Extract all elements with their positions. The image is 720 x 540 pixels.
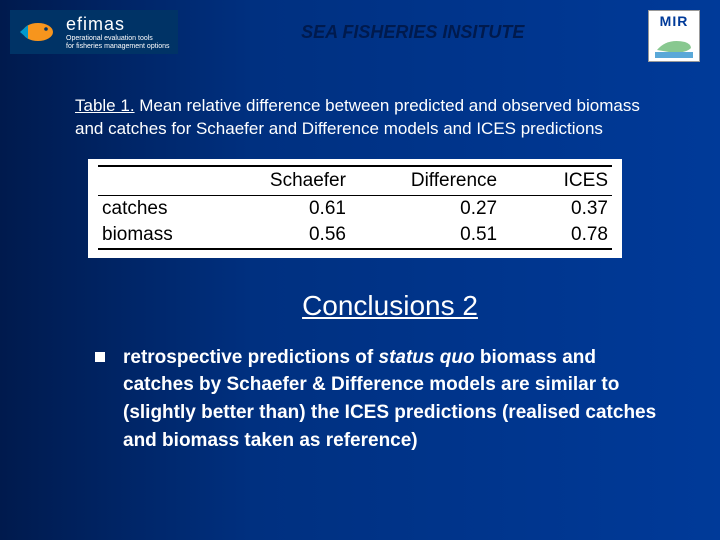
row-label: biomass — [98, 222, 209, 249]
cell: 0.27 — [350, 195, 501, 222]
cell: 0.61 — [209, 195, 350, 222]
efimas-logo: efimas Operational evaluation tools for … — [10, 10, 178, 54]
mir-label: MIR — [649, 11, 699, 29]
cell: 0.37 — [501, 195, 612, 222]
page-title: SEA FISHERIES INSITUTE — [178, 10, 649, 43]
header: efimas Operational evaluation tools for … — [0, 0, 720, 65]
bullet-item: retrospective predictions of status quo … — [0, 344, 720, 454]
data-table-wrap: Schaefer Difference ICES catches 0.61 0.… — [88, 159, 622, 258]
efimas-title: efimas — [66, 14, 170, 35]
caption-text: Mean relative difference between predict… — [75, 96, 640, 138]
mir-logo: MIR — [648, 10, 700, 62]
conclusions-heading: Conclusions 2 — [60, 290, 720, 322]
row-label: catches — [98, 195, 209, 222]
cell: 0.51 — [350, 222, 501, 249]
bullet-text: retrospective predictions of status quo … — [123, 344, 670, 454]
table-row: biomass 0.56 0.51 0.78 — [98, 222, 612, 249]
col-header: Difference — [350, 166, 501, 196]
col-header: ICES — [501, 166, 612, 196]
table-row: catches 0.61 0.27 0.37 — [98, 195, 612, 222]
bullet-italic: status quo — [379, 347, 475, 368]
mir-fish-icon — [655, 32, 693, 58]
data-table: Schaefer Difference ICES catches 0.61 0.… — [98, 165, 612, 250]
table-caption: Table 1. Mean relative difference betwee… — [0, 65, 720, 151]
efimas-subtitle-2: for fisheries management options — [66, 43, 170, 51]
bullet-marker — [95, 352, 105, 362]
table-label: Table 1. — [75, 96, 135, 115]
table-header-row: Schaefer Difference ICES — [98, 166, 612, 196]
fish-icon — [18, 18, 58, 46]
col-header — [98, 166, 209, 196]
bullet-pre: retrospective predictions of — [123, 347, 379, 368]
cell: 0.56 — [209, 222, 350, 249]
efimas-subtitle-1: Operational evaluation tools — [66, 35, 170, 43]
cell: 0.78 — [501, 222, 612, 249]
col-header: Schaefer — [209, 166, 350, 196]
